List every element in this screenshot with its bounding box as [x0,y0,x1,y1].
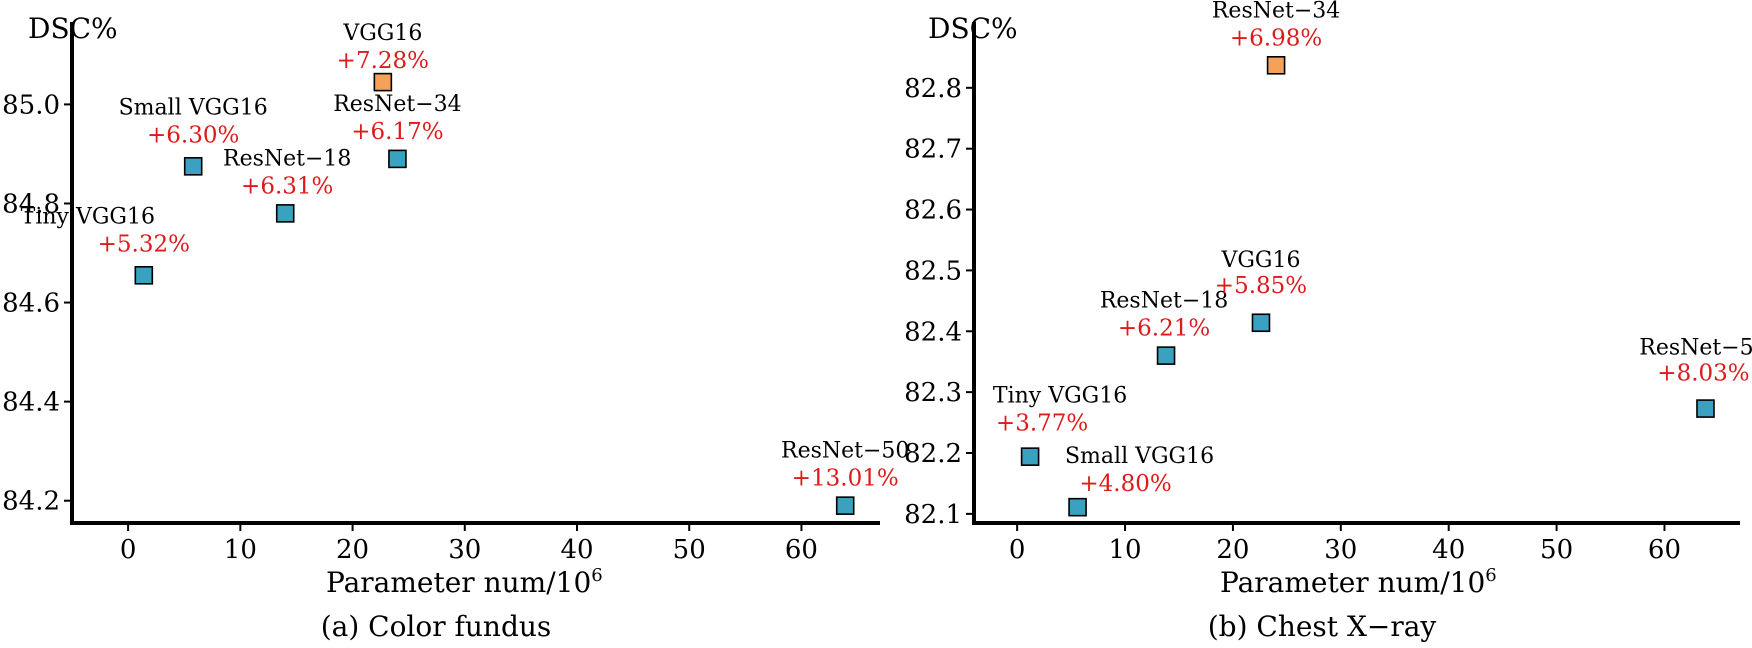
point-name-label: ResNet−18 [1100,289,1228,314]
x-ticks: 0 10 20 30 40 50 60 [1009,523,1681,565]
x-tick-label: 60 [1648,535,1681,565]
point-gain-label: +8.03% [1657,361,1749,387]
point-name-label: ResNet−50 [1639,336,1752,361]
point-name-label: ResNet−18 [223,146,351,171]
x-tick-label: 50 [1540,535,1573,565]
point-gain-label: +6.30% [147,122,239,148]
point-name-label: Tiny VGG16 [993,384,1127,409]
y-tick-label: 84.8 [2,189,60,219]
caption: (b) Chest X−ray [1208,610,1437,643]
x-tick-label: 30 [448,535,481,565]
point-name-label: ResNet−34 [1212,0,1340,23]
point-gain-label: +5.32% [98,231,190,257]
point-gain-label: +5.85% [1215,273,1307,299]
point-gain-label: +6.21% [1118,316,1210,342]
y-tick-label: 82.1 [904,500,962,530]
x-tick-label: 0 [120,535,137,565]
data-point-marker [1251,313,1271,333]
x-axis-label: Parameter num/106 [326,565,603,599]
y-tick-label: 82.3 [904,378,962,408]
point-name-label: Tiny VGG16 [21,204,155,229]
panel-color-fundus: DSC% 84.284.484.684.885.0 0102030405060 … [2,12,909,643]
x-tick-label: 20 [1216,535,1249,565]
point-gain-label: +4.80% [1079,471,1171,497]
x-tick-label: 10 [1108,535,1141,565]
data-point-marker [275,204,295,223]
point-name-label: VGG16 [1220,248,1300,273]
data-point-marker [1068,497,1087,517]
data-point-marker [835,496,855,515]
data-point-marker [1696,399,1715,418]
data-point-marker [134,266,154,285]
data-point-marker [1020,447,1040,466]
y-tick-label: 82.2 [904,439,962,469]
data-point-marker [183,157,203,176]
point-name-label: Small VGG16 [119,95,268,120]
y-tick-label: 82.6 [904,196,962,226]
y-tick-label: 82.8 [904,74,962,104]
panel-chest-xray: DSC% 82.182.282.382.482.582.682.782.8 01… [904,0,1752,643]
x-tick-label: 30 [1324,535,1357,565]
x-tick-label: 60 [785,535,818,565]
point-gain-label: +6.31% [241,173,333,199]
x-axis-label: Parameter num/106 [1220,565,1497,599]
data-point-marker [1156,346,1176,365]
point-gain-label: +13.01% [792,466,899,492]
y-tick-label: 84.2 [2,487,60,517]
data-point-marker [373,72,393,92]
y-tick-label: 82.7 [904,135,962,165]
y-ticks: 84.2 84.4 84.6 84.8 85.0 [2,90,72,517]
point-name-label: ResNet−50 [781,439,909,464]
point-name-label: VGG16 [342,21,422,46]
point-gain-label: +3.77% [996,411,1088,437]
data-point-marker [1266,56,1286,75]
y-tick-label: 84.6 [2,289,60,319]
y-tick-label: 82.5 [904,256,962,286]
y-tick-label: 82.4 [904,317,962,347]
x-tick-label: 40 [1432,535,1465,565]
y-ticks: 82.1 82.2 82.3 82.4 82.5 82.6 82.7 82.8 [904,74,974,530]
points: Tiny VGG16+3.77% Small VGG16+4.80% ResNet−… [993,0,1752,517]
x-tick-label: 40 [560,535,593,565]
x-tick-label: 10 [224,535,257,565]
point-name-label: Small VGG16 [1065,444,1214,469]
x-tick-label: 50 [673,535,706,565]
x-ticks: 0 10 20 30 40 50 60 [120,523,818,565]
x-tick-label: 20 [336,535,369,565]
caption: (a) Color fundus [321,610,552,643]
x-tick-label: 0 [1009,535,1026,565]
point-gain-label: +6.98% [1230,25,1322,51]
y-tick-label: 85.0 [2,90,60,120]
point-name-label: ResNet−34 [333,92,461,117]
point-gain-label: +7.28% [337,48,429,74]
data-point-marker [388,149,407,169]
points: Tiny VGG16+5.32%Small VGG16+6.30%ResNet−… [21,21,909,515]
y-tick-label: 84.4 [2,388,60,418]
point-gain-label: +6.17% [351,119,443,145]
